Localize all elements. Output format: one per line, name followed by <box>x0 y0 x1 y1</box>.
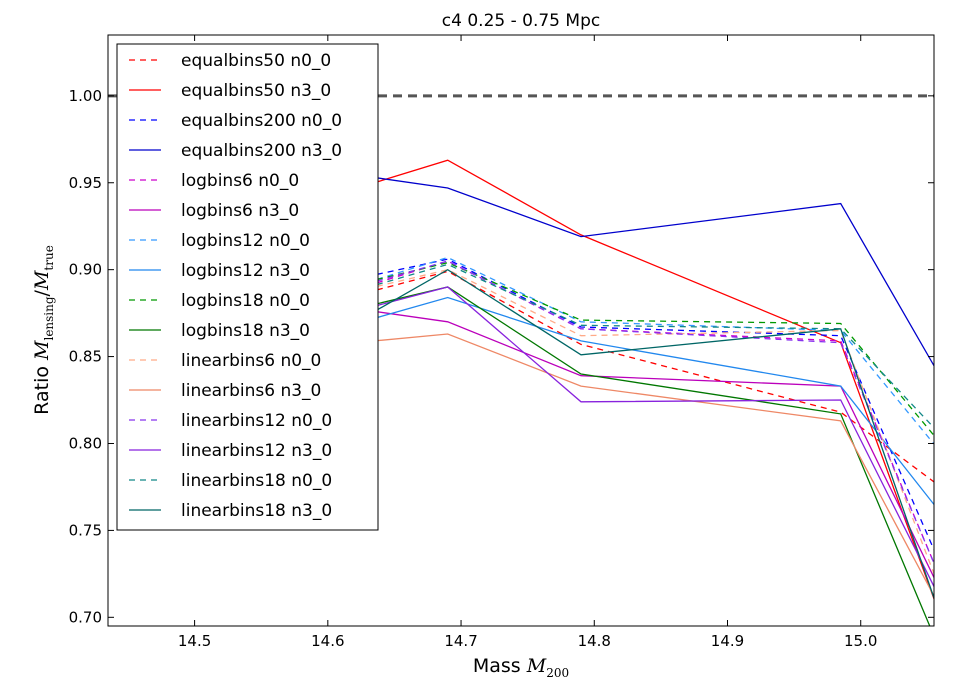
legend-entry: linearbins6 n3_0 <box>129 381 321 401</box>
legend-label: linearbins6 n0_0 <box>181 351 321 371</box>
legend-entry: logbins6 n3_0 <box>129 201 299 221</box>
x-tick-label: 14.7 <box>444 632 477 650</box>
legend-label: logbins18 n0_0 <box>181 291 310 311</box>
legend-entry: logbins12 n0_0 <box>129 231 310 251</box>
legend-entry: linearbins18 n0_0 <box>129 471 332 491</box>
legend-items: equalbins50 n0_0 equalbins50 n3_0 equalbin… <box>129 51 342 521</box>
legend-entry: equalbins50 n3_0 <box>129 81 331 101</box>
legend-label: linearbins6 n3_0 <box>181 381 321 401</box>
legend-label: logbins6 n0_0 <box>181 171 299 191</box>
x-tick-label: 14.6 <box>311 632 344 650</box>
legend-entry: linearbins12 n0_0 <box>129 411 332 431</box>
legend-label: equalbins200 n0_0 <box>181 111 342 131</box>
y-tick-label: 0.75 <box>69 521 102 539</box>
legend-label: equalbins50 n3_0 <box>181 81 331 101</box>
legend-label: logbins12 n0_0 <box>181 231 310 251</box>
legend-label: logbins6 n3_0 <box>181 201 299 221</box>
series-line-linearbins18-n0-0 <box>167 263 934 429</box>
legend-entry: logbins18 n0_0 <box>129 291 310 311</box>
series-line-logbins12-n0-0 <box>167 256 934 446</box>
legend-label: logbins18 n3_0 <box>181 321 310 341</box>
series-line-linearbins6-n0-0 <box>167 269 934 576</box>
legend-label: logbins12 n3_0 <box>181 261 310 281</box>
y-tick-label: 0.95 <box>69 174 102 192</box>
x-axis-label-subscript: 200 <box>546 666 569 680</box>
legend: equalbins50 n0_0 equalbins50 n3_0 equalbin… <box>116 43 379 531</box>
y-tick-label: 0.70 <box>69 608 102 626</box>
x-tick-label: 14.8 <box>578 632 611 650</box>
plot-frame <box>107 34 935 627</box>
y-axis-ticks: 0.70 0.75 0.80 0.85 0.90 0.95 1.00 <box>69 87 934 626</box>
y-tick-label: 1.00 <box>69 87 102 105</box>
legend-entry: equalbins200 n0_0 <box>129 111 342 131</box>
y-axis-label: Ratio Mlensing/Mtrue <box>31 245 56 415</box>
legend-entry: linearbins6 n0_0 <box>129 351 321 371</box>
y-axis-label-denominator-subscript: true <box>42 245 56 270</box>
legend-label: linearbins18 n0_0 <box>181 471 332 491</box>
y-axis-label-numerator: M <box>31 340 53 361</box>
legend-entry: linearbins18 n3_0 <box>129 501 332 521</box>
legend-label: equalbins200 n3_0 <box>181 141 342 161</box>
x-tick-label: 15.0 <box>844 632 877 650</box>
x-axis-label-prefix: Mass <box>473 655 527 677</box>
legend-entry: logbins12 n3_0 <box>129 261 310 281</box>
y-axis-label-slash: / <box>31 289 53 296</box>
legend-entry: logbins6 n0_0 <box>129 171 299 191</box>
x-axis-label-symbol: M <box>526 655 547 677</box>
legend-entry: logbins18 n3_0 <box>129 321 310 341</box>
chart-title: c4 0.25 - 0.75 Mpc <box>442 11 600 31</box>
y-axis-label-numerator-subscript: lensing <box>42 296 56 340</box>
legend-entry: equalbins200 n3_0 <box>129 141 342 161</box>
y-tick-label: 0.90 <box>69 261 102 279</box>
x-tick-label: 14.9 <box>711 632 744 650</box>
series-line-logbins18-n0-0 <box>167 262 934 437</box>
y-tick-label: 0.80 <box>69 434 102 452</box>
x-axis-label: Mass M200 <box>473 655 569 680</box>
legend-entry: linearbins12 n3_0 <box>129 441 332 461</box>
x-axis-ticks: 14.5 14.6 14.7 14.8 14.9 15.0 <box>178 35 877 650</box>
legend-entry: equalbins50 n0_0 <box>129 51 331 71</box>
y-axis-label-prefix: Ratio <box>31 360 53 415</box>
y-tick-label: 0.85 <box>69 348 102 366</box>
legend-label: linearbins18 n3_0 <box>181 501 332 521</box>
series-line-equalbins200-n0-0 <box>167 258 934 552</box>
legend-label: linearbins12 n0_0 <box>181 411 332 431</box>
legend-label: equalbins50 n0_0 <box>181 51 331 71</box>
x-tick-label: 14.5 <box>178 632 211 650</box>
legend-frame <box>116 43 379 531</box>
y-axis-label-denominator: M <box>31 270 53 291</box>
legend-label: linearbins12 n3_0 <box>181 441 332 461</box>
